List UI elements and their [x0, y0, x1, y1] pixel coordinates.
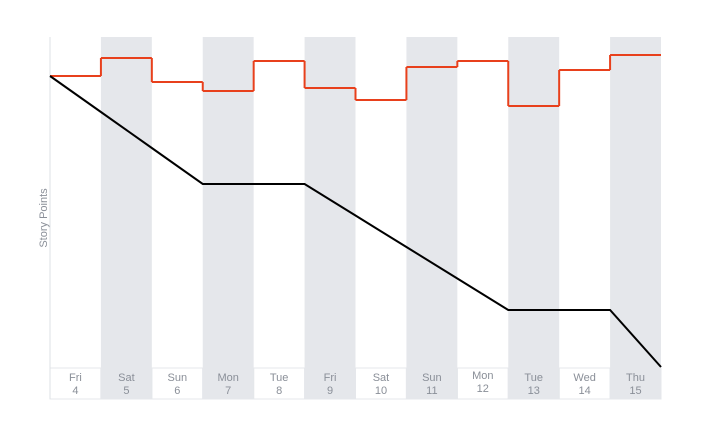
label-cell [609, 367, 662, 400]
x-tick-label: Sat [373, 372, 390, 384]
x-tick-label: Sat [118, 372, 135, 384]
x-tick-label: Tue [524, 372, 543, 384]
weekend-band [610, 37, 661, 399]
x-tick-date: 14 [579, 385, 591, 397]
x-tick-date: 6 [174, 385, 180, 397]
background [49, 37, 662, 400]
x-tick-label: Mon [218, 372, 239, 384]
y-axis-label: Story Points [38, 188, 50, 248]
x-tick-label: Mon [472, 370, 493, 382]
x-tick-label: Fri [69, 372, 82, 384]
x-tick-date: 12 [477, 383, 489, 395]
x-tick-label: Tue [270, 372, 289, 384]
x-tick-date: 15 [629, 385, 641, 397]
x-tick-label: Thu [626, 372, 645, 384]
x-tick-date: 7 [225, 385, 231, 397]
x-tick-label: Sun [168, 372, 188, 384]
weekend-band [304, 37, 356, 399]
x-tick-date: 10 [375, 385, 387, 397]
x-tick-date: 5 [123, 385, 129, 397]
x-tick-label: Fri [324, 372, 337, 384]
x-tick-label: Sun [422, 372, 442, 384]
x-tick-date: 8 [276, 385, 282, 397]
x-tick-date: 4 [72, 385, 78, 397]
weekend-band [202, 37, 254, 399]
line [49, 75, 662, 368]
x-tick-date: 9 [327, 385, 333, 397]
weekend-band [508, 37, 560, 399]
weekend-band [100, 37, 152, 399]
x-tick-date: 11 [426, 385, 437, 397]
weekend-band [406, 37, 458, 399]
x-tick-label: Wed [573, 372, 595, 384]
x-tick-date: 13 [528, 385, 540, 397]
